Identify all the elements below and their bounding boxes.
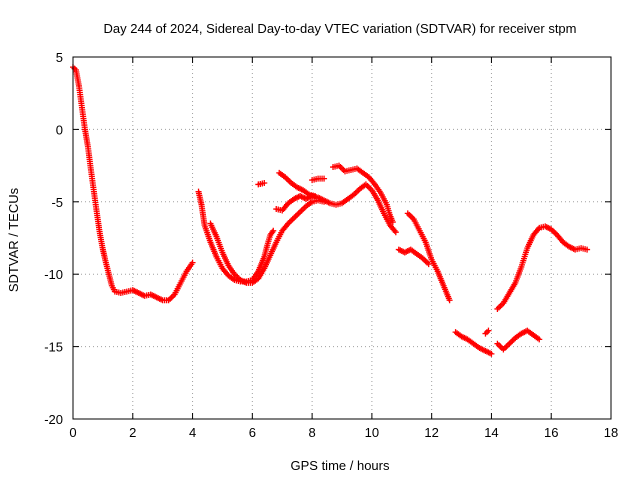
axis-ticks: 0 2 4 6 8 10 12 14 16 18 5 0 -5 -10 -15 -20 bbox=[44, 50, 618, 440]
data-point bbox=[312, 193, 319, 200]
series-arc-3 bbox=[207, 197, 328, 286]
series-arc-6 bbox=[276, 169, 319, 200]
series-arc-4 bbox=[255, 179, 268, 188]
data-point bbox=[485, 327, 492, 334]
x-axis-label: GPS time / hours bbox=[291, 458, 390, 473]
y-tick-label: 0 bbox=[56, 122, 63, 137]
series-arc-11 bbox=[452, 329, 495, 357]
data-point bbox=[261, 179, 268, 186]
series-arc-10 bbox=[404, 210, 453, 304]
data-point bbox=[189, 259, 196, 266]
series-arc-13 bbox=[494, 327, 543, 353]
y-axis-label: SDTVAR / TECUs bbox=[6, 187, 21, 292]
x-tick-label: 4 bbox=[189, 425, 196, 440]
x-tick-label: 16 bbox=[544, 425, 558, 440]
series-arc-5 bbox=[273, 181, 399, 236]
series-arc-7 bbox=[309, 175, 328, 184]
data-point bbox=[584, 246, 591, 253]
data-point bbox=[270, 227, 277, 234]
series-arc-2 bbox=[195, 188, 277, 285]
y-tick-label: -20 bbox=[44, 412, 63, 427]
y-tick-label: -5 bbox=[51, 195, 63, 210]
data-point bbox=[446, 297, 453, 304]
y-tick-label: -15 bbox=[44, 340, 63, 355]
series-arc-1 bbox=[70, 64, 196, 304]
x-tick-label: 14 bbox=[484, 425, 498, 440]
data-points bbox=[70, 64, 591, 357]
series-arc-12 bbox=[482, 327, 492, 337]
x-tick-label: 6 bbox=[249, 425, 256, 440]
y-tick-label: -10 bbox=[44, 267, 63, 282]
plot-frame bbox=[72, 56, 612, 420]
y-tick-label: 5 bbox=[56, 50, 63, 65]
x-tick-label: 2 bbox=[129, 425, 136, 440]
series-arc-8 bbox=[330, 162, 396, 226]
x-tick-label: 10 bbox=[365, 425, 379, 440]
data-point bbox=[488, 350, 495, 357]
series-arc-14 bbox=[494, 223, 591, 312]
data-point bbox=[389, 219, 396, 226]
data-point bbox=[321, 175, 328, 182]
chart-title: Day 244 of 2024, Sidereal Day-to-day VTE… bbox=[104, 21, 577, 36]
x-tick-label: 0 bbox=[69, 425, 76, 440]
x-tick-label: 12 bbox=[424, 425, 438, 440]
x-tick-label: 18 bbox=[604, 425, 618, 440]
data-point bbox=[536, 336, 543, 343]
series-arc-9 bbox=[395, 246, 432, 268]
x-tick-label: 8 bbox=[308, 425, 315, 440]
data-point bbox=[392, 229, 399, 236]
